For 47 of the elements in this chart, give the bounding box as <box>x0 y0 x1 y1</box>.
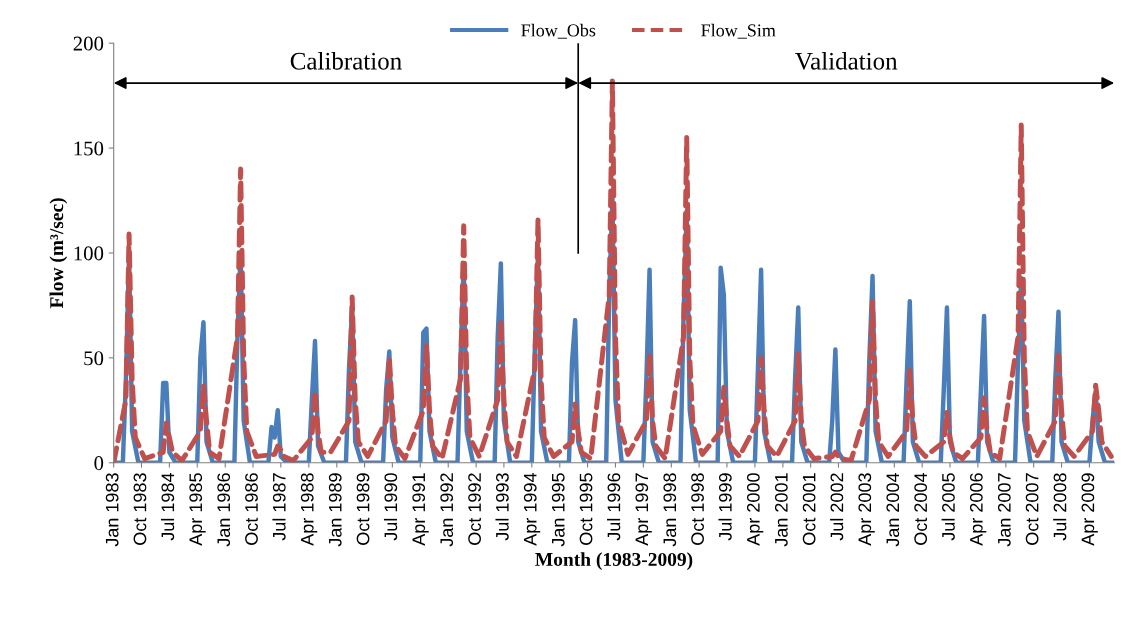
x-tick-label: Oct 1995 <box>579 473 593 545</box>
x-tick-label: Apr 1988 <box>300 473 318 546</box>
y-tick-label: 50 <box>84 351 104 366</box>
x-tick-label: Apr 1994 <box>523 473 541 546</box>
x-tick-label: Jan 2004 <box>886 472 900 547</box>
x-tick-label: Oct 1986 <box>245 473 258 545</box>
x-tick-label: Jul 1984 <box>160 473 175 541</box>
y-tick-label: 0 <box>94 456 104 471</box>
x-tick-label: Jan 1992 <box>440 473 454 547</box>
x-tick-label: Oct 2007 <box>1025 473 1039 545</box>
y-tick-label: 100 <box>74 246 104 261</box>
x-tick-label: Jul 1999 <box>718 473 732 541</box>
x-tick-label: Jan 1986 <box>217 473 231 547</box>
x-tick-label: Jul 1993 <box>495 473 509 541</box>
x-tick-label: Oct 1992 <box>468 473 481 545</box>
x-axis-title: Month (1983-2009) <box>535 552 693 570</box>
x-tick-label: Jul 2002 <box>830 473 844 541</box>
y-tick-label: 200 <box>73 36 104 51</box>
x-tick-label: Jul 1990 <box>383 473 398 541</box>
x-tick-label: Jul 1987 <box>272 473 286 541</box>
x-tick-label: Jan 1995 <box>551 473 565 547</box>
x-tick-label: Jul 2005 <box>941 473 955 541</box>
x-tick-label: Oct 2004 <box>914 473 928 545</box>
x-tick-label: Apr 1985 <box>189 473 206 546</box>
x-tick-label: Oct 1983 <box>133 473 147 545</box>
x-tick-label: Apr 2009 <box>1081 473 1098 546</box>
x-tick-label: Oct 2001 <box>802 473 816 545</box>
annotation: Calibration <box>290 52 402 70</box>
x-tick-label: Oct 1989 <box>356 473 370 545</box>
x-tick-label: Jul 2008 <box>1053 473 1067 541</box>
legend-label: Flow_Obs <box>521 23 596 39</box>
x-tick-label: Jan 1983 <box>105 473 119 547</box>
y-axis-title: Flow (m³/sec) <box>49 198 68 309</box>
y-tick-label: 150 <box>74 141 104 156</box>
x-tick-label: Jul 1996 <box>607 473 621 541</box>
x-tick-label: Apr 1991 <box>412 473 429 546</box>
x-tick-label: Jan 1998 <box>663 473 677 547</box>
x-tick-label: Jan 2007 <box>997 473 1011 547</box>
x-tick-label: Oct 1998 <box>691 473 704 545</box>
x-tick-label: Apr 2003 <box>858 473 875 546</box>
x-tick-label: Jan 1989 <box>328 473 342 547</box>
x-tick-label: Apr 2006 <box>969 473 987 546</box>
x-tick-label: Jan 2001 <box>774 473 788 547</box>
annotation: Validation <box>795 52 898 70</box>
legend-label: Flow_Sim <box>701 23 776 39</box>
x-tick-label: Apr 1997 <box>635 473 652 546</box>
x-tick-label: Apr 2000 <box>746 473 764 546</box>
